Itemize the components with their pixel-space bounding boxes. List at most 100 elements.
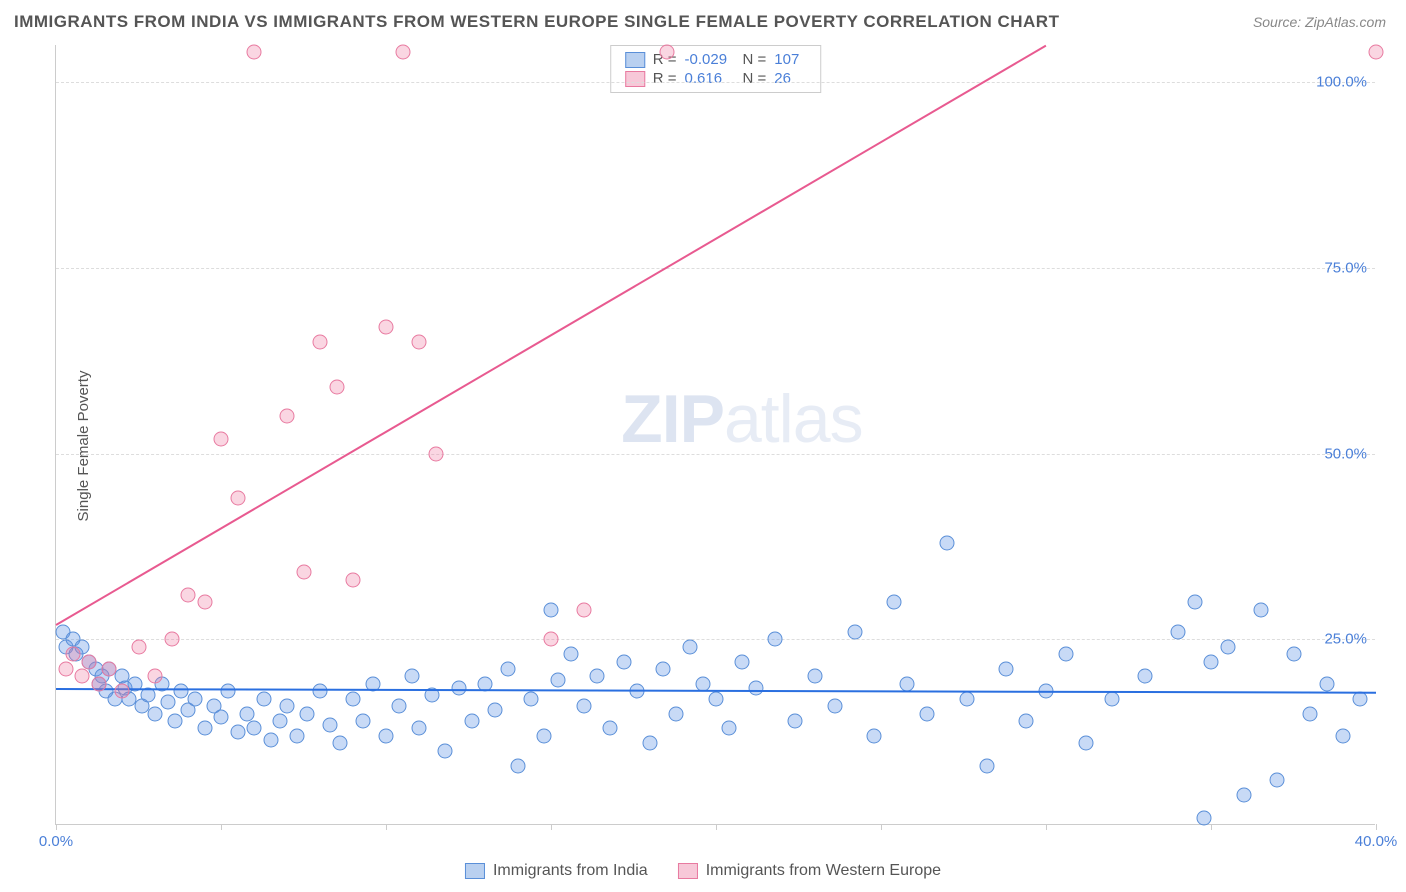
data-point [256,691,271,706]
trend-line [55,45,1046,626]
x-tick [1376,824,1377,830]
legend-swatch [625,52,645,68]
data-point [148,669,163,684]
data-point [240,706,255,721]
data-point [322,717,337,732]
gridline [56,639,1375,640]
data-point [329,379,344,394]
data-point [544,632,559,647]
x-tick [386,824,387,830]
data-point [682,639,697,654]
data-point [379,728,394,743]
data-point [1253,602,1268,617]
data-point [748,680,763,695]
gridline [56,82,1375,83]
data-point [887,595,902,610]
gridline [56,454,1375,455]
legend-r-label: R = [653,70,677,87]
data-point [1286,647,1301,662]
y-tick-label: 25.0% [1324,631,1367,648]
data-point [230,725,245,740]
data-point [289,728,304,743]
x-tick [56,824,57,830]
data-point [280,409,295,424]
data-point [299,706,314,721]
data-point [214,710,229,725]
data-point [1058,647,1073,662]
data-point [464,714,479,729]
legend-r-value: 0.616 [685,70,735,87]
data-point [355,714,370,729]
data-point [392,699,407,714]
data-point [1319,676,1334,691]
data-point [346,572,361,587]
data-point [979,758,994,773]
plot-area: ZIPatlas R =-0.029N =107R =0.616N =26 25… [55,45,1375,825]
chart-title: IMMIGRANTS FROM INDIA VS IMMIGRANTS FROM… [14,12,1059,32]
x-tick-label: 0.0% [39,833,73,850]
data-point [428,446,443,461]
series-legend: Immigrants from India Immigrants from Wes… [465,862,941,880]
data-point [395,45,410,60]
data-point [940,535,955,550]
y-tick-label: 100.0% [1316,74,1367,91]
data-point [808,669,823,684]
data-point [563,647,578,662]
data-point [1336,728,1351,743]
data-point [91,676,106,691]
data-point [544,602,559,617]
x-tick [881,824,882,830]
x-tick [1211,824,1212,830]
data-point [550,673,565,688]
data-point [999,662,1014,677]
data-point [709,691,724,706]
data-point [412,721,427,736]
series-legend-label: Immigrants from India [493,862,648,880]
series-legend-item: Immigrants from India [465,862,648,880]
data-point [603,721,618,736]
data-point [451,680,466,695]
data-point [346,691,361,706]
data-point [412,335,427,350]
data-point [577,602,592,617]
data-point [167,714,182,729]
data-point [1171,624,1186,639]
data-point [247,45,262,60]
data-point [920,706,935,721]
source-credit: Source: ZipAtlas.com [1253,14,1386,30]
data-point [230,491,245,506]
legend-n-value: 107 [774,51,806,68]
data-point [296,565,311,580]
data-point [1303,706,1318,721]
x-tick-label: 40.0% [1355,833,1398,850]
data-point [1078,736,1093,751]
data-point [788,714,803,729]
data-point [1105,691,1120,706]
legend-n-label: N = [743,51,767,68]
data-point [148,706,163,721]
legend-n-value: 26 [774,70,806,87]
data-point [537,728,552,743]
data-point [332,736,347,751]
data-point [214,431,229,446]
data-point [101,662,116,677]
data-point [867,728,882,743]
data-point [847,624,862,639]
data-point [1220,639,1235,654]
legend-r-value: -0.029 [685,51,735,68]
data-point [220,684,235,699]
data-point [659,45,674,60]
data-point [1138,669,1153,684]
x-tick [1046,824,1047,830]
data-point [1187,595,1202,610]
series-legend-item: Immigrants from Western Europe [678,862,941,880]
data-point [1369,45,1384,60]
data-point [735,654,750,669]
stats-legend-row: R =0.616N =26 [625,69,807,88]
chart-container: IMMIGRANTS FROM INDIA VS IMMIGRANTS FROM… [0,0,1406,892]
data-point [164,632,179,647]
data-point [590,669,605,684]
data-point [768,632,783,647]
data-point [280,699,295,714]
data-point [1204,654,1219,669]
